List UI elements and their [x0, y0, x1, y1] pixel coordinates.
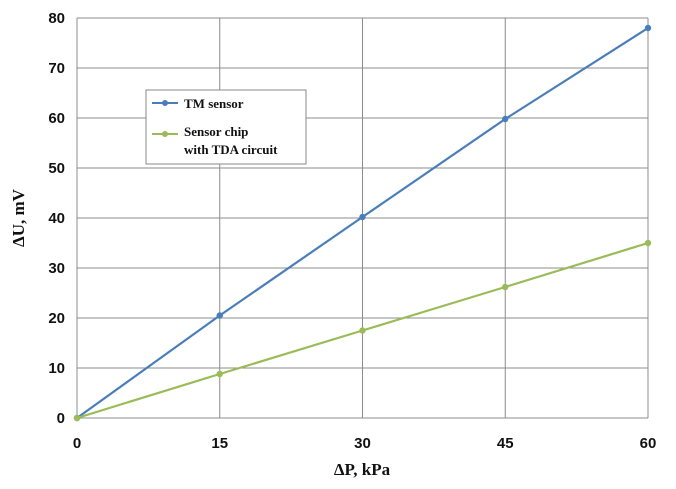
legend-label-sensor-chip-line2: with TDA circuit [184, 142, 278, 157]
y-tick-label: 50 [48, 160, 65, 177]
y-tick-label: 40 [48, 210, 65, 227]
y-tick-label: 0 [57, 410, 65, 427]
data-point-1 [644, 239, 652, 247]
y-tick-label: 10 [48, 360, 65, 377]
data-point-0 [502, 115, 509, 123]
data-point-1 [502, 283, 509, 291]
y-tick-labels: 0 10 20 30 40 50 60 70 80 [48, 10, 65, 427]
x-tick-label: 45 [497, 435, 514, 452]
legend-label-sensor-chip-line1: Sensor chip [184, 124, 248, 139]
x-tick-labels: 0 15 30 45 60 [73, 435, 657, 452]
x-tick-label: 0 [73, 435, 81, 452]
y-tick-label: 30 [48, 260, 65, 277]
legend-label-tm-sensor: TM sensor [184, 96, 244, 111]
data-point-1 [73, 414, 81, 422]
y-axis-label: ΔU, mV [9, 188, 28, 247]
legend: TM sensor Sensor chip with TDA circuit [145, 89, 307, 165]
y-tick-label: 80 [48, 10, 65, 27]
x-axis-label: ΔP, kPa [334, 460, 391, 479]
data-point-0 [359, 213, 366, 221]
x-tick-label: 15 [211, 435, 228, 452]
x-tick-label: 30 [354, 435, 371, 452]
data-point-1 [359, 327, 366, 334]
x-tick-label: 60 [640, 435, 657, 452]
series-group [73, 24, 652, 422]
data-point-0 [216, 312, 223, 319]
data-point-1 [216, 370, 223, 378]
y-tick-label: 70 [48, 60, 65, 77]
y-tick-label: 20 [48, 310, 65, 327]
legend-marker-tm-sensor [162, 100, 168, 106]
data-point-0 [644, 24, 652, 32]
y-tick-label: 60 [48, 110, 65, 127]
legend-marker-sensor-chip [162, 131, 168, 137]
